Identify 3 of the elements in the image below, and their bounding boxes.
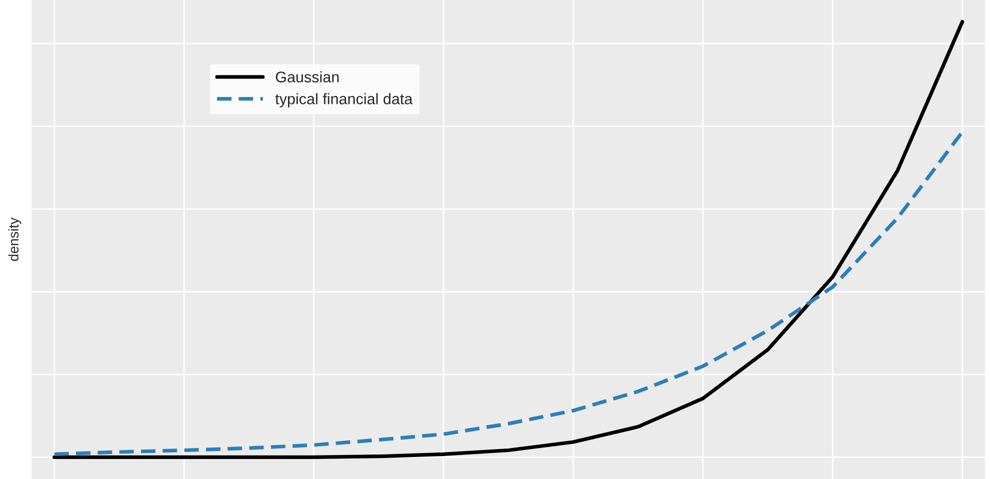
y-axis-title: density <box>8 218 22 261</box>
legend-label: typical financial data <box>275 93 413 108</box>
legend-label: Gaussian <box>276 71 339 82</box>
